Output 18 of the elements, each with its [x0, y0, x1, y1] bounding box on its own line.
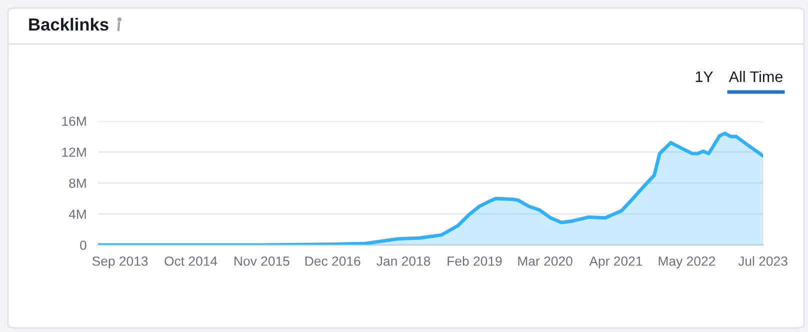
x-tick-label: Nov 2015 — [234, 256, 290, 266]
x-tick-label: Dec 2016 — [305, 256, 360, 266]
text: 1Y — [696, 71, 714, 82]
x-tick-label: Feb 2019 — [448, 256, 502, 266]
x-tick-label: Jul 2023 — [738, 256, 788, 266]
text: All Time — [728, 70, 782, 82]
x-tick-label: Apr 2021 — [589, 256, 642, 268]
y-tick-label: 4M — [68, 210, 86, 219]
y-tick-label: 0 — [80, 240, 86, 250]
x-tick-label: Mar 2020 — [518, 256, 572, 266]
chart-title: Backlinks — [29, 18, 108, 31]
x-tick-label: Sep 2013 — [92, 256, 148, 268]
x-tick-label: May 2022 — [658, 256, 716, 268]
x-tick-label: Jan 2018 — [376, 256, 430, 266]
x-tick-label: Oct 2014 — [164, 256, 218, 266]
y-tick-label: 8M — [69, 178, 86, 188]
y-tick-label: 12M — [62, 148, 86, 157]
y-tick-label: 16M — [62, 116, 86, 126]
